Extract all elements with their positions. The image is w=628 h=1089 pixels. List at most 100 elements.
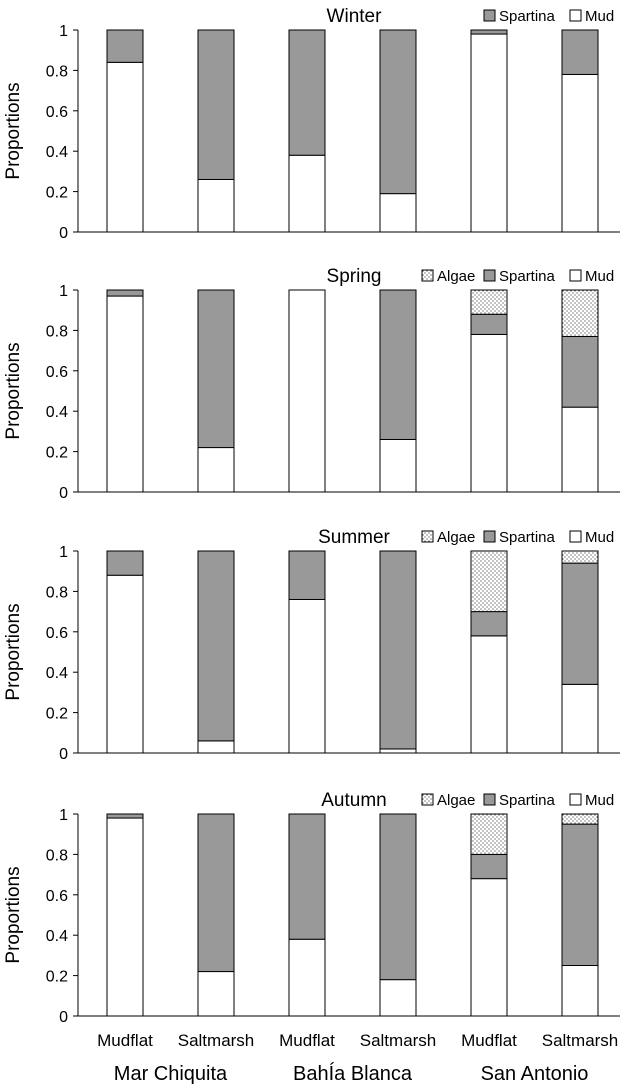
panel-title: Winter [327, 6, 383, 27]
y-tick-label: 0 [59, 1009, 68, 1026]
x-tick-label: Mudflat [279, 1031, 335, 1050]
y-tick-label: 1 [59, 23, 68, 40]
y-tick-label: 0.4 [46, 404, 68, 421]
bar-segment-spartina [106, 813, 144, 819]
bar-segment-spartina [288, 550, 326, 600]
y-tick-label: 0 [59, 746, 68, 763]
bar-segment-algae [561, 289, 599, 337]
bar-segment-mud [288, 289, 326, 493]
bar-segment-spartina [379, 550, 417, 750]
y-tick-label: 0.4 [46, 665, 68, 682]
legend-swatch-mud [569, 530, 582, 543]
bar-segment-mud [197, 178, 235, 233]
bar-segment-spartina [470, 853, 508, 880]
legend-swatch-spartina [483, 530, 496, 543]
bar-segment-spartina [197, 29, 235, 180]
bar-segment-spartina [561, 29, 599, 75]
bar-segment-spartina [288, 29, 326, 156]
x-tick-label: Mudflat [461, 1031, 517, 1050]
legend-swatch-spartina [483, 9, 496, 22]
y-tick-label: 0.2 [46, 185, 68, 202]
site-label: San Antonio [481, 1063, 589, 1085]
bar-segment-spartina [379, 289, 417, 440]
bar-segment-spartina [288, 813, 326, 940]
legend-label: Algae [437, 268, 475, 285]
y-axis-label: Proportions [3, 342, 24, 439]
legend-swatch-mud [569, 9, 582, 22]
x-tick-label: Saltmarsh [360, 1031, 437, 1050]
y-tick-label: 0.8 [46, 63, 68, 80]
y-tick-label: 0.2 [46, 445, 68, 462]
legend-swatch-algae [421, 793, 434, 806]
bar-segment-spartina [470, 313, 508, 335]
legend-swatch-algae [421, 269, 434, 282]
bar-segment-mud [470, 878, 508, 1017]
bar-segment-spartina [197, 813, 235, 973]
panel-title: Spring [327, 266, 382, 287]
bar-segment-mud [106, 295, 144, 493]
x-tick-label: Saltmarsh [178, 1031, 255, 1050]
legend-swatch-spartina [483, 269, 496, 282]
bar-segment-spartina [561, 335, 599, 408]
bar-segment-spartina [379, 29, 417, 195]
bar-segment-mud [106, 574, 144, 754]
bar-segment-algae [561, 550, 599, 564]
legend-swatch-algae [421, 530, 434, 543]
legend-label: Spartina [499, 529, 556, 546]
y-tick-label: 0.6 [46, 364, 68, 381]
bar-segment-mud [561, 406, 599, 493]
y-tick-label: 0.8 [46, 323, 68, 340]
site-label: BahÍa Blanca [293, 1062, 413, 1085]
legend-swatch-mud [569, 269, 582, 282]
bar-segment-spartina [106, 289, 144, 297]
bar-segment-spartina [197, 289, 235, 449]
bar-segment-algae [561, 813, 599, 825]
bar-segment-spartina [561, 823, 599, 966]
bar-segment-algae [470, 550, 508, 613]
y-tick-label: 0.6 [46, 104, 68, 121]
y-tick-label: 0.2 [46, 706, 68, 723]
panel-title: Autumn [321, 790, 386, 811]
bar-segment-mud [561, 73, 599, 233]
bar-segment-spartina [197, 550, 235, 742]
bar-segment-mud [197, 971, 235, 1017]
legend-label: Algae [437, 529, 475, 546]
bar-segment-spartina [561, 562, 599, 685]
x-tick-label: Mudflat [97, 1031, 153, 1050]
y-tick-label: 0.8 [46, 847, 68, 864]
bar-segment-mud [288, 598, 326, 754]
y-tick-label: 0.6 [46, 888, 68, 905]
y-tick-label: 0.2 [46, 969, 68, 986]
bar-segment-mud [379, 748, 417, 754]
y-tick-label: 0 [59, 485, 68, 502]
bar-segment-mud [288, 154, 326, 233]
legend-label: Spartina [499, 268, 556, 285]
panel-title: Summer [318, 527, 390, 548]
bar-segment-mud [197, 447, 235, 493]
bar-segment-mud [106, 61, 144, 233]
y-tick-label: 0.4 [46, 144, 68, 161]
y-tick-label: 0.6 [46, 625, 68, 642]
bar-segment-mud [379, 193, 417, 233]
bar-segment-mud [470, 33, 508, 233]
legend-label: Mud [585, 268, 614, 285]
y-tick-label: 1 [59, 544, 68, 561]
bar-segment-algae [470, 813, 508, 855]
bar-segment-mud [470, 635, 508, 754]
site-label: Mar Chiquita [114, 1063, 228, 1085]
legend-label: Algae [437, 792, 475, 809]
y-tick-label: 0.8 [46, 584, 68, 601]
legend-label: Spartina [499, 8, 556, 25]
bar-segment-spartina [470, 29, 508, 35]
legend-label: Mud [585, 792, 614, 809]
bar-segment-spartina [379, 813, 417, 981]
bar-segment-mud [288, 938, 326, 1017]
y-tick-label: 0.4 [46, 928, 68, 945]
bar-segment-mud [561, 683, 599, 754]
bar-segment-spartina [106, 550, 144, 576]
bar-segment-mud [197, 740, 235, 754]
legend-label: Spartina [499, 792, 556, 809]
bar-segment-mud [561, 965, 599, 1017]
bar-segment-algae [470, 289, 508, 315]
